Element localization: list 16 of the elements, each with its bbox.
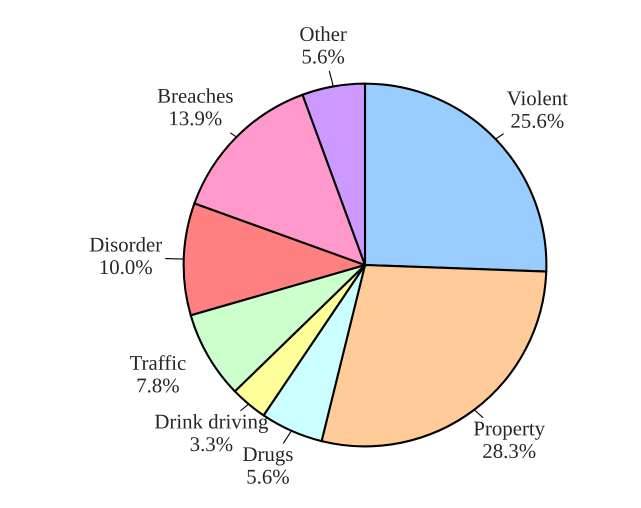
- data-label: 10.0%: [100, 260, 152, 274]
- data-label: 5.6%: [247, 470, 289, 484]
- slice-label: Drink driving: [154, 414, 268, 433]
- data-label: 13.9%: [170, 111, 222, 126]
- slice-label: Traffic: [130, 355, 186, 370]
- slice-label: Other: [300, 26, 347, 42]
- slice-label: Disorder: [90, 237, 162, 252]
- slice-label: Drugs: [243, 447, 293, 466]
- slice-label: Violent: [506, 90, 568, 106]
- data-label: 3.3%: [190, 437, 232, 452]
- data-label: 25.6%: [511, 114, 564, 128]
- slice-label: Breaches: [158, 88, 233, 103]
- data-label: 28.3%: [483, 444, 536, 458]
- data-label: 5.6%: [302, 50, 344, 64]
- slice-label: Property: [474, 422, 546, 440]
- data-label: 7.8%: [138, 378, 179, 393]
